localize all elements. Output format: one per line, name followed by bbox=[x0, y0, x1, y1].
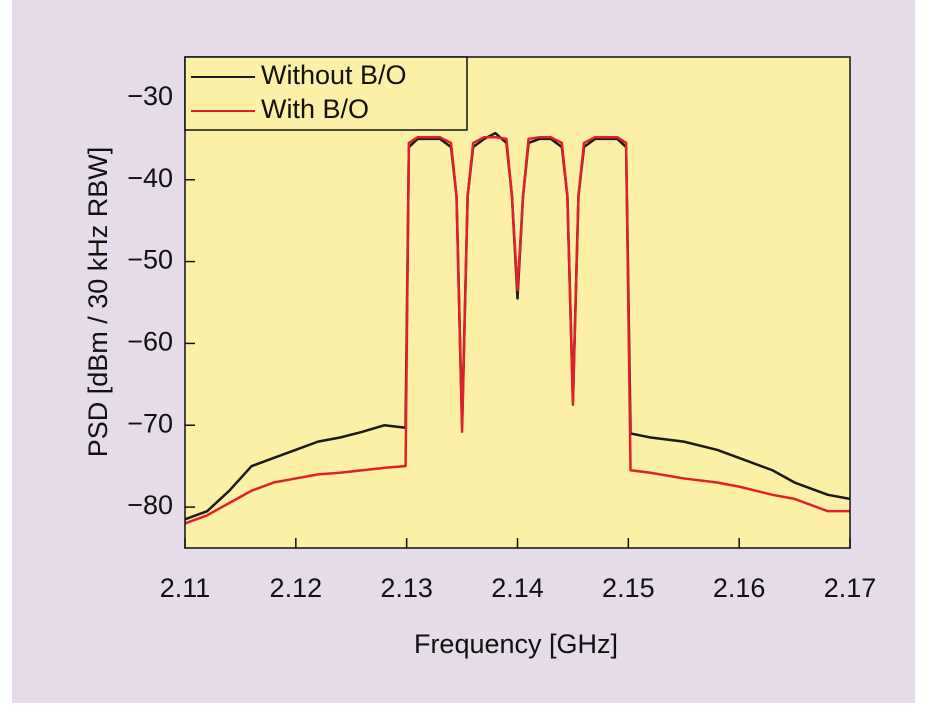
x-tick-label: 2.13 bbox=[380, 573, 433, 603]
x-tick-label: 2.17 bbox=[824, 573, 877, 603]
x-tick-label: 2.16 bbox=[713, 573, 766, 603]
y-tick-label: −50 bbox=[127, 245, 173, 275]
legend-box bbox=[184, 56, 468, 131]
y-tick-label: −70 bbox=[127, 408, 173, 438]
y-tick-label: −80 bbox=[127, 490, 173, 520]
plot-area bbox=[185, 57, 850, 548]
legend-label: Without B/O bbox=[261, 60, 407, 90]
y-axis-label: PSD [dBm / 30 kHz RBW] bbox=[83, 147, 113, 458]
plot-frame bbox=[184, 56, 851, 549]
y-tick-label: −30 bbox=[127, 81, 173, 111]
data-line bbox=[184, 135, 850, 525]
x-axis-label: Frequency [GHz] bbox=[414, 629, 618, 659]
x-tick-label: 2.11 bbox=[160, 573, 211, 603]
x-tick-label: 2.12 bbox=[270, 573, 323, 603]
x-tick-label: 2.15 bbox=[602, 573, 655, 603]
legend-label: With B/O bbox=[261, 94, 369, 124]
y-tick-label: −40 bbox=[127, 163, 173, 193]
y-tick-label: −60 bbox=[127, 327, 173, 357]
x-tick-label: 2.14 bbox=[491, 573, 544, 603]
